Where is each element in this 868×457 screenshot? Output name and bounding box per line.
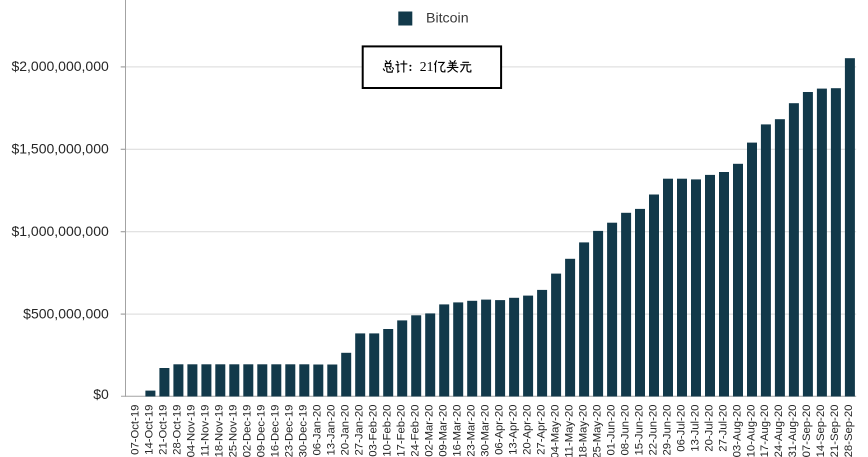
svg-text:11-May-20: 11-May-20 <box>563 405 575 457</box>
svg-text:20-Apr-20: 20-Apr-20 <box>521 405 533 455</box>
svg-text:17-Feb-20: 17-Feb-20 <box>396 405 408 457</box>
svg-text:25-Nov-19: 25-Nov-19 <box>228 405 240 457</box>
svg-text:07-Oct-19: 07-Oct-19 <box>130 405 142 455</box>
svg-text:18-May-20: 18-May-20 <box>577 405 589 457</box>
svg-text:21-Sep-20: 21-Sep-20 <box>829 405 841 457</box>
svg-text:27-Apr-20: 27-Apr-20 <box>535 405 547 455</box>
svg-text:$0: $0 <box>93 386 109 402</box>
svg-text:15-Jun-20: 15-Jun-20 <box>633 405 645 456</box>
svg-text:06-Jan-20: 06-Jan-20 <box>312 405 324 456</box>
svg-text:03-Aug-20: 03-Aug-20 <box>731 405 743 457</box>
svg-text:11-Nov-19: 11-Nov-19 <box>200 405 212 457</box>
svg-text:13-Jul-20: 13-Jul-20 <box>689 405 701 452</box>
svg-text:16-Mar-20: 16-Mar-20 <box>452 405 464 457</box>
svg-text:30-Dec-19: 30-Dec-19 <box>298 405 310 457</box>
svg-text:08-Jun-20: 08-Jun-20 <box>619 405 631 456</box>
svg-text:07-Sep-20: 07-Sep-20 <box>801 405 813 457</box>
svg-text:16-Dec-19: 16-Dec-19 <box>270 405 282 457</box>
svg-text:18-Nov-19: 18-Nov-19 <box>214 405 226 457</box>
svg-text:31-Aug-20: 31-Aug-20 <box>787 405 799 457</box>
svg-text:21: 21 <box>420 59 434 74</box>
svg-text:04-Nov-19: 04-Nov-19 <box>186 405 198 457</box>
svg-text:28-Sep-20: 28-Sep-20 <box>843 405 855 457</box>
svg-text:01-Jun-20: 01-Jun-20 <box>605 405 617 456</box>
svg-text:03-Feb-20: 03-Feb-20 <box>368 405 380 457</box>
svg-text:$2,000,000,000: $2,000,000,000 <box>11 58 109 74</box>
svg-text:$1,500,000,000: $1,500,000,000 <box>11 141 109 157</box>
svg-text:27-Jan-20: 27-Jan-20 <box>354 405 366 456</box>
svg-text:28-Oct-19: 28-Oct-19 <box>172 405 184 455</box>
svg-text:20-Jan-20: 20-Jan-20 <box>340 405 352 456</box>
svg-text:21-Oct-19: 21-Oct-19 <box>158 405 170 455</box>
svg-text:17-Aug-20: 17-Aug-20 <box>759 405 771 457</box>
svg-text:14-Oct-19: 14-Oct-19 <box>144 405 156 455</box>
svg-text:30-Mar-20: 30-Mar-20 <box>479 405 491 457</box>
svg-text:10-Aug-20: 10-Aug-20 <box>745 405 757 457</box>
svg-text:24-Aug-20: 24-Aug-20 <box>773 405 785 457</box>
svg-text:06-Apr-20: 06-Apr-20 <box>493 405 505 455</box>
svg-text:27-Jul-20: 27-Jul-20 <box>717 405 729 452</box>
svg-text:09-Mar-20: 09-Mar-20 <box>438 405 450 457</box>
svg-text:20-Jul-20: 20-Jul-20 <box>703 405 715 452</box>
svg-text:25-May-20: 25-May-20 <box>591 405 603 457</box>
svg-text:29-Jun-20: 29-Jun-20 <box>661 405 673 456</box>
svg-text:$1,000,000,000: $1,000,000,000 <box>11 223 109 239</box>
svg-text:06-Jul-20: 06-Jul-20 <box>675 405 687 452</box>
svg-text:23-Mar-20: 23-Mar-20 <box>466 405 478 457</box>
svg-text:13-Jan-20: 13-Jan-20 <box>326 405 338 456</box>
svg-text:24-Feb-20: 24-Feb-20 <box>410 405 422 457</box>
svg-text:23-Dec-19: 23-Dec-19 <box>284 405 296 457</box>
svg-text:04-May-20: 04-May-20 <box>549 405 561 457</box>
svg-text:02-Mar-20: 02-Mar-20 <box>424 405 436 457</box>
svg-text:$500,000,000: $500,000,000 <box>23 305 109 321</box>
svg-text:13-Apr-20: 13-Apr-20 <box>507 405 519 455</box>
svg-text:09-Dec-19: 09-Dec-19 <box>256 405 268 457</box>
svg-text:02-Dec-19: 02-Dec-19 <box>242 405 254 457</box>
svg-text:22-Jun-20: 22-Jun-20 <box>647 405 659 456</box>
svg-text:14-Sep-20: 14-Sep-20 <box>815 405 827 457</box>
svg-text:10-Feb-20: 10-Feb-20 <box>382 405 394 457</box>
svg-text:Bitcoin: Bitcoin <box>426 11 469 27</box>
